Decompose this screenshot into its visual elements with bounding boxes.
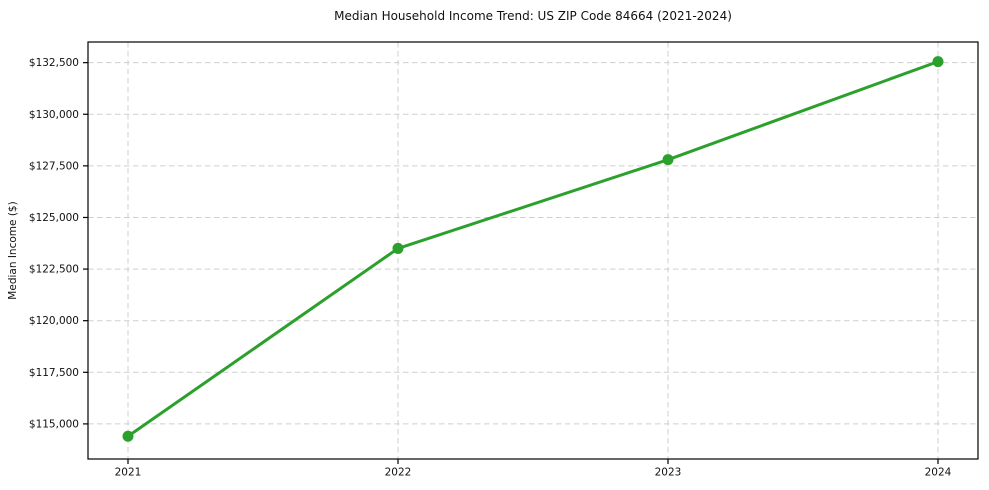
data-point-markers [122, 56, 944, 442]
data-point-marker [122, 430, 134, 442]
y-axis-tick-labels: $115,000 $117,500 $120,000 $122,500 $125,000… [29, 57, 79, 430]
x-tick-label: 2021 [115, 467, 142, 479]
axis-ticks [83, 62, 939, 464]
data-point-marker [662, 154, 674, 166]
x-axis-tick-labels: 2021 2022 2023 2024 [115, 467, 952, 479]
y-tick-label: $130,000 [29, 109, 79, 121]
trend-line [126, 60, 940, 438]
gridlines [88, 42, 978, 459]
x-tick-label: 2022 [385, 467, 412, 479]
y-tick-label: $115,000 [29, 418, 79, 430]
y-tick-label: $132,500 [29, 57, 79, 69]
x-tick-label: 2023 [655, 467, 682, 479]
plot-border [87, 41, 979, 460]
y-tick-label: $117,500 [29, 367, 79, 379]
data-point-marker [932, 56, 944, 68]
chart-title: Median Household Income Trend: US ZIP Co… [334, 9, 732, 23]
y-tick-label: $127,500 [29, 160, 79, 172]
y-axis-label: Median Income ($) [7, 201, 19, 299]
y-tick-label: $125,000 [29, 212, 79, 224]
y-tick-label: $122,500 [29, 264, 79, 276]
y-tick-label: $120,000 [29, 315, 79, 327]
data-point-marker [392, 242, 404, 254]
x-tick-label: 2024 [925, 467, 952, 479]
